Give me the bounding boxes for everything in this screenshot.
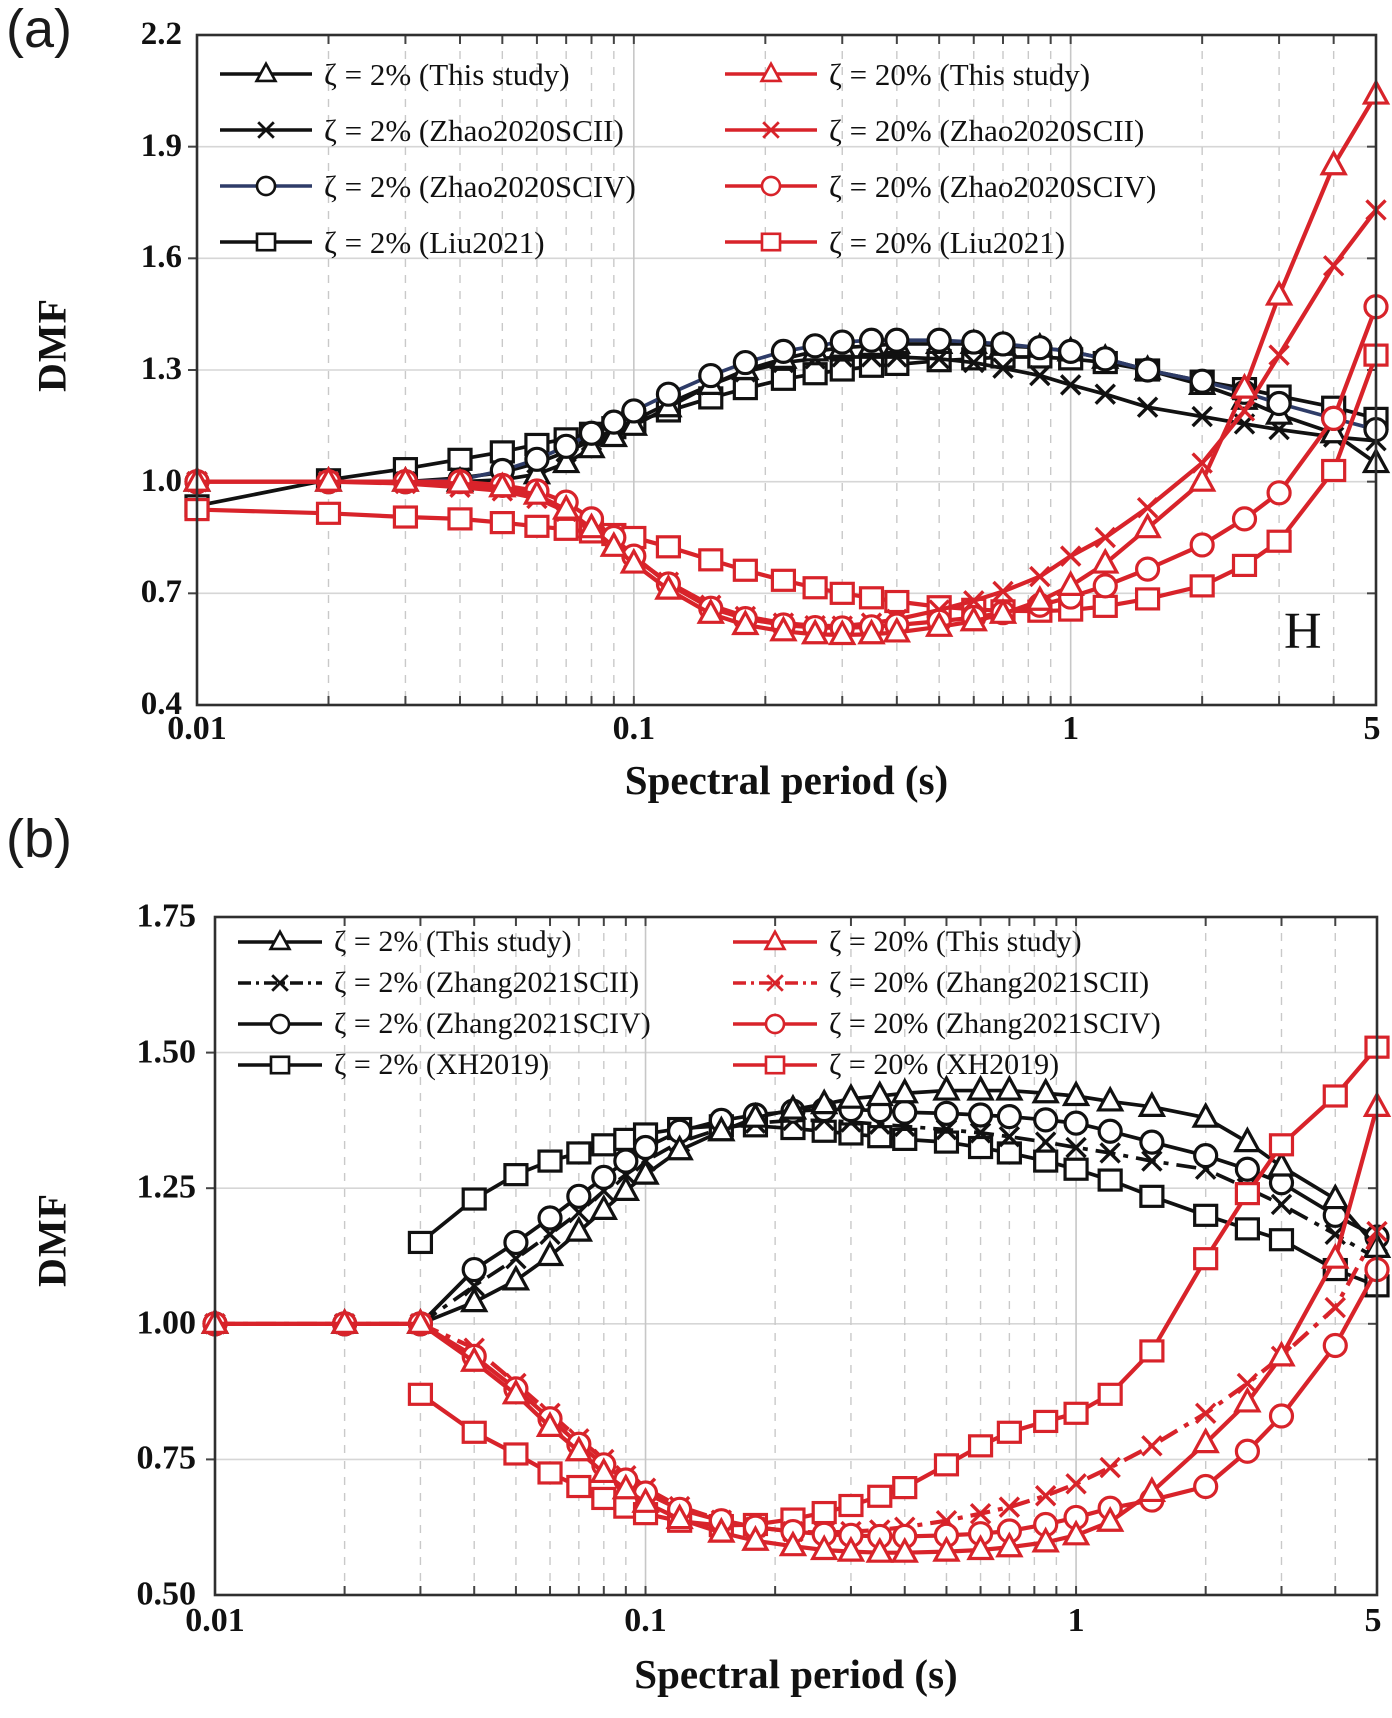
y-tick-label: 1.00 <box>136 1304 197 1342</box>
triangle-marker-icon <box>725 61 817 83</box>
panel-b-plot <box>200 915 1392 1597</box>
legend-item: ζ = 2% (This study) <box>238 921 733 962</box>
panel-a-x-axis-title: Spectral period (s) <box>624 757 949 803</box>
panel-a-plot <box>182 33 1391 707</box>
legend-label: ζ = 2% (Zhang2021SCIV) <box>334 1006 651 1040</box>
x-tick-label: 1 <box>1067 1602 1085 1639</box>
legend-item: ζ = 20% (Zhang2021SCII) <box>733 962 1161 1003</box>
y-tick-label: 1.0 <box>140 462 182 499</box>
legend-label: ζ = 20% (Zhao2020SCII) <box>829 112 1145 148</box>
panel-a-corner-label: H <box>1284 603 1322 660</box>
legend-label: ζ = 2% (XH2019) <box>334 1047 550 1081</box>
x-tick-label: 1 <box>1062 710 1080 747</box>
panel-b-tag: (b) <box>6 809 72 869</box>
legend-label: ζ = 2% (This study) <box>324 56 570 92</box>
legend-label: ζ = 2% (Zhao2020SCII) <box>324 112 624 148</box>
legend-label: ζ = 2% (Zhao2020SCIV) <box>324 168 636 204</box>
y-tick-label: 1.50 <box>136 1032 197 1070</box>
legend-label: ζ = 20% (This study) <box>829 56 1091 92</box>
square-marker-icon <box>733 1054 817 1075</box>
x-marker-icon <box>238 973 322 992</box>
x-tick-label: 0.1 <box>612 710 656 747</box>
legend-label: ζ = 20% (Zhao2020SCIV) <box>829 168 1157 204</box>
x-tick-label: 0.01 <box>185 1602 245 1639</box>
y-tick-label: 0.50 <box>136 1575 197 1613</box>
y-tick-label: 0.4 <box>140 685 182 722</box>
x-marker-icon <box>220 121 312 139</box>
legend-item: ζ = 2% (XH2019) <box>238 1044 733 1085</box>
legend-label: ζ = 2% (Liu2021) <box>324 224 545 260</box>
circle-marker-icon <box>238 1013 322 1034</box>
x-tick-label: 0.01 <box>167 710 227 747</box>
y-tick-label: 1.6 <box>140 239 182 276</box>
series-markers <box>200 1074 1392 1334</box>
legend-label: ζ = 2% (This study) <box>334 924 572 958</box>
panel-b-y-axis-title: DMF <box>29 1192 75 1288</box>
legend-item: ζ = 2% (Zhao2020SCII) <box>220 102 725 158</box>
panel-a-legend: ζ = 2% (This study) ζ = 2% (Zhao2020SCII)… <box>220 46 1156 270</box>
legend-label: ζ = 20% (This study) <box>829 924 1082 958</box>
triangle-marker-icon <box>733 928 817 950</box>
legend-item: ζ = 2% (This study) <box>220 46 725 102</box>
legend-item: ζ = 2% (Zhang2021SCIV) <box>238 1003 733 1044</box>
legend-item: ζ = 20% (Zhao2020SCIV) <box>725 158 1156 214</box>
y-tick-label: 1.9 <box>140 127 182 164</box>
circle-marker-icon <box>725 175 817 197</box>
circle-marker-icon <box>220 175 312 197</box>
y-tick-label: 0.75 <box>136 1439 197 1477</box>
y-tick-label: 1.75 <box>136 897 197 935</box>
series-markers <box>200 1091 1392 1563</box>
legend-label: ζ = 20% (XH2019) <box>829 1047 1060 1081</box>
square-marker-icon <box>725 232 817 252</box>
x-tick-label: 0.1 <box>624 1602 667 1639</box>
x-marker-icon <box>733 973 817 992</box>
legend-item: ζ = 2% (Liu2021) <box>220 214 725 270</box>
legend-label: ζ = 20% (Liu2021) <box>829 224 1066 260</box>
legend-item: ζ = 20% (This study) <box>733 921 1161 962</box>
panel-b-x-axis-title: Spectral period (s) <box>634 1651 958 1697</box>
circle-marker-icon <box>733 1013 817 1034</box>
triangle-marker-icon <box>220 61 312 83</box>
triangle-marker-icon <box>238 928 322 950</box>
legend-item: ζ = 2% (Zhang2021SCII) <box>238 962 733 1003</box>
legend-item: ζ = 20% (Zhang2021SCIV) <box>733 1003 1161 1044</box>
legend-label: ζ = 20% (Zhang2021SCIV) <box>829 1006 1161 1040</box>
y-tick-label: 2.2 <box>140 15 182 52</box>
square-marker-icon <box>220 232 312 252</box>
square-marker-icon <box>238 1054 322 1075</box>
legend-label: ζ = 2% (Zhang2021SCII) <box>334 965 640 999</box>
legend-item: ζ = 20% (This study) <box>725 46 1156 102</box>
y-tick-label: 1.3 <box>140 350 182 387</box>
legend-item: ζ = 20% (Liu2021) <box>725 214 1156 270</box>
y-tick-label: 1.25 <box>136 1168 197 1206</box>
panel-b-legend: ζ = 2% (This study) ζ = 2% (Zhang2021SCII… <box>238 921 1161 1085</box>
legend-item: ζ = 20% (Zhao2020SCII) <box>725 102 1156 158</box>
legend-item: ζ = 20% (XH2019) <box>733 1044 1161 1085</box>
legend-item: ζ = 2% (Zhao2020SCIV) <box>220 158 725 214</box>
panel-a-tag: (a) <box>6 0 72 59</box>
x-tick-label: 5 <box>1364 1602 1382 1639</box>
legend-label: ζ = 20% (Zhang2021SCII) <box>829 965 1150 999</box>
x-tick-label: 5 <box>1363 710 1381 747</box>
x-marker-icon <box>725 121 817 139</box>
y-tick-label: 0.7 <box>140 574 182 611</box>
